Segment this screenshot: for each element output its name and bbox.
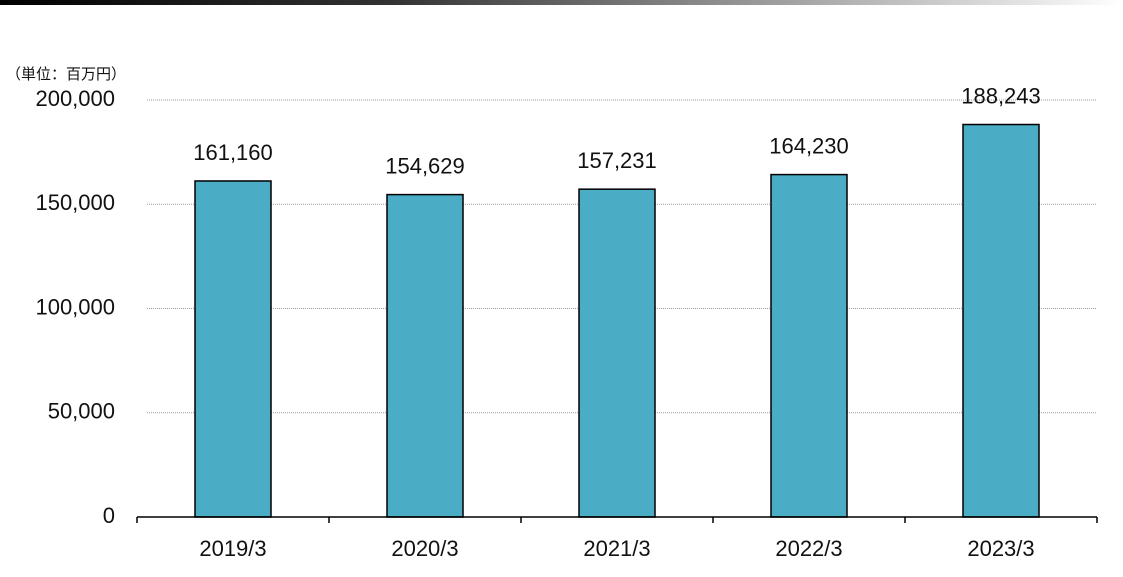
bar	[194, 180, 272, 518]
x-tick-label: 2022/3	[775, 536, 842, 561]
value-label: 164,230	[769, 133, 849, 158]
y-tick-label: 100,000	[35, 294, 115, 319]
value-label: 154,629	[385, 153, 465, 178]
bar	[578, 188, 656, 518]
bar	[386, 193, 464, 518]
header-bar	[0, 0, 1123, 5]
y-tick-label: 50,000	[48, 399, 115, 424]
y-tick-label: 0	[103, 503, 115, 528]
y-tick-label: 200,000	[35, 86, 115, 111]
value-label: 188,243	[961, 83, 1041, 108]
x-tick-label: 2021/3	[583, 536, 650, 561]
x-tick-label: 2019/3	[199, 536, 266, 561]
bar	[962, 123, 1040, 518]
bar	[770, 173, 848, 518]
value-label: 161,160	[193, 140, 273, 165]
unit-label: （単位：百万円）	[6, 66, 126, 83]
value-label: 157,231	[577, 148, 657, 173]
x-tick-label: 2023/3	[967, 536, 1034, 561]
x-tick-label: 2020/3	[391, 536, 458, 561]
y-tick-label: 150,000	[35, 190, 115, 215]
